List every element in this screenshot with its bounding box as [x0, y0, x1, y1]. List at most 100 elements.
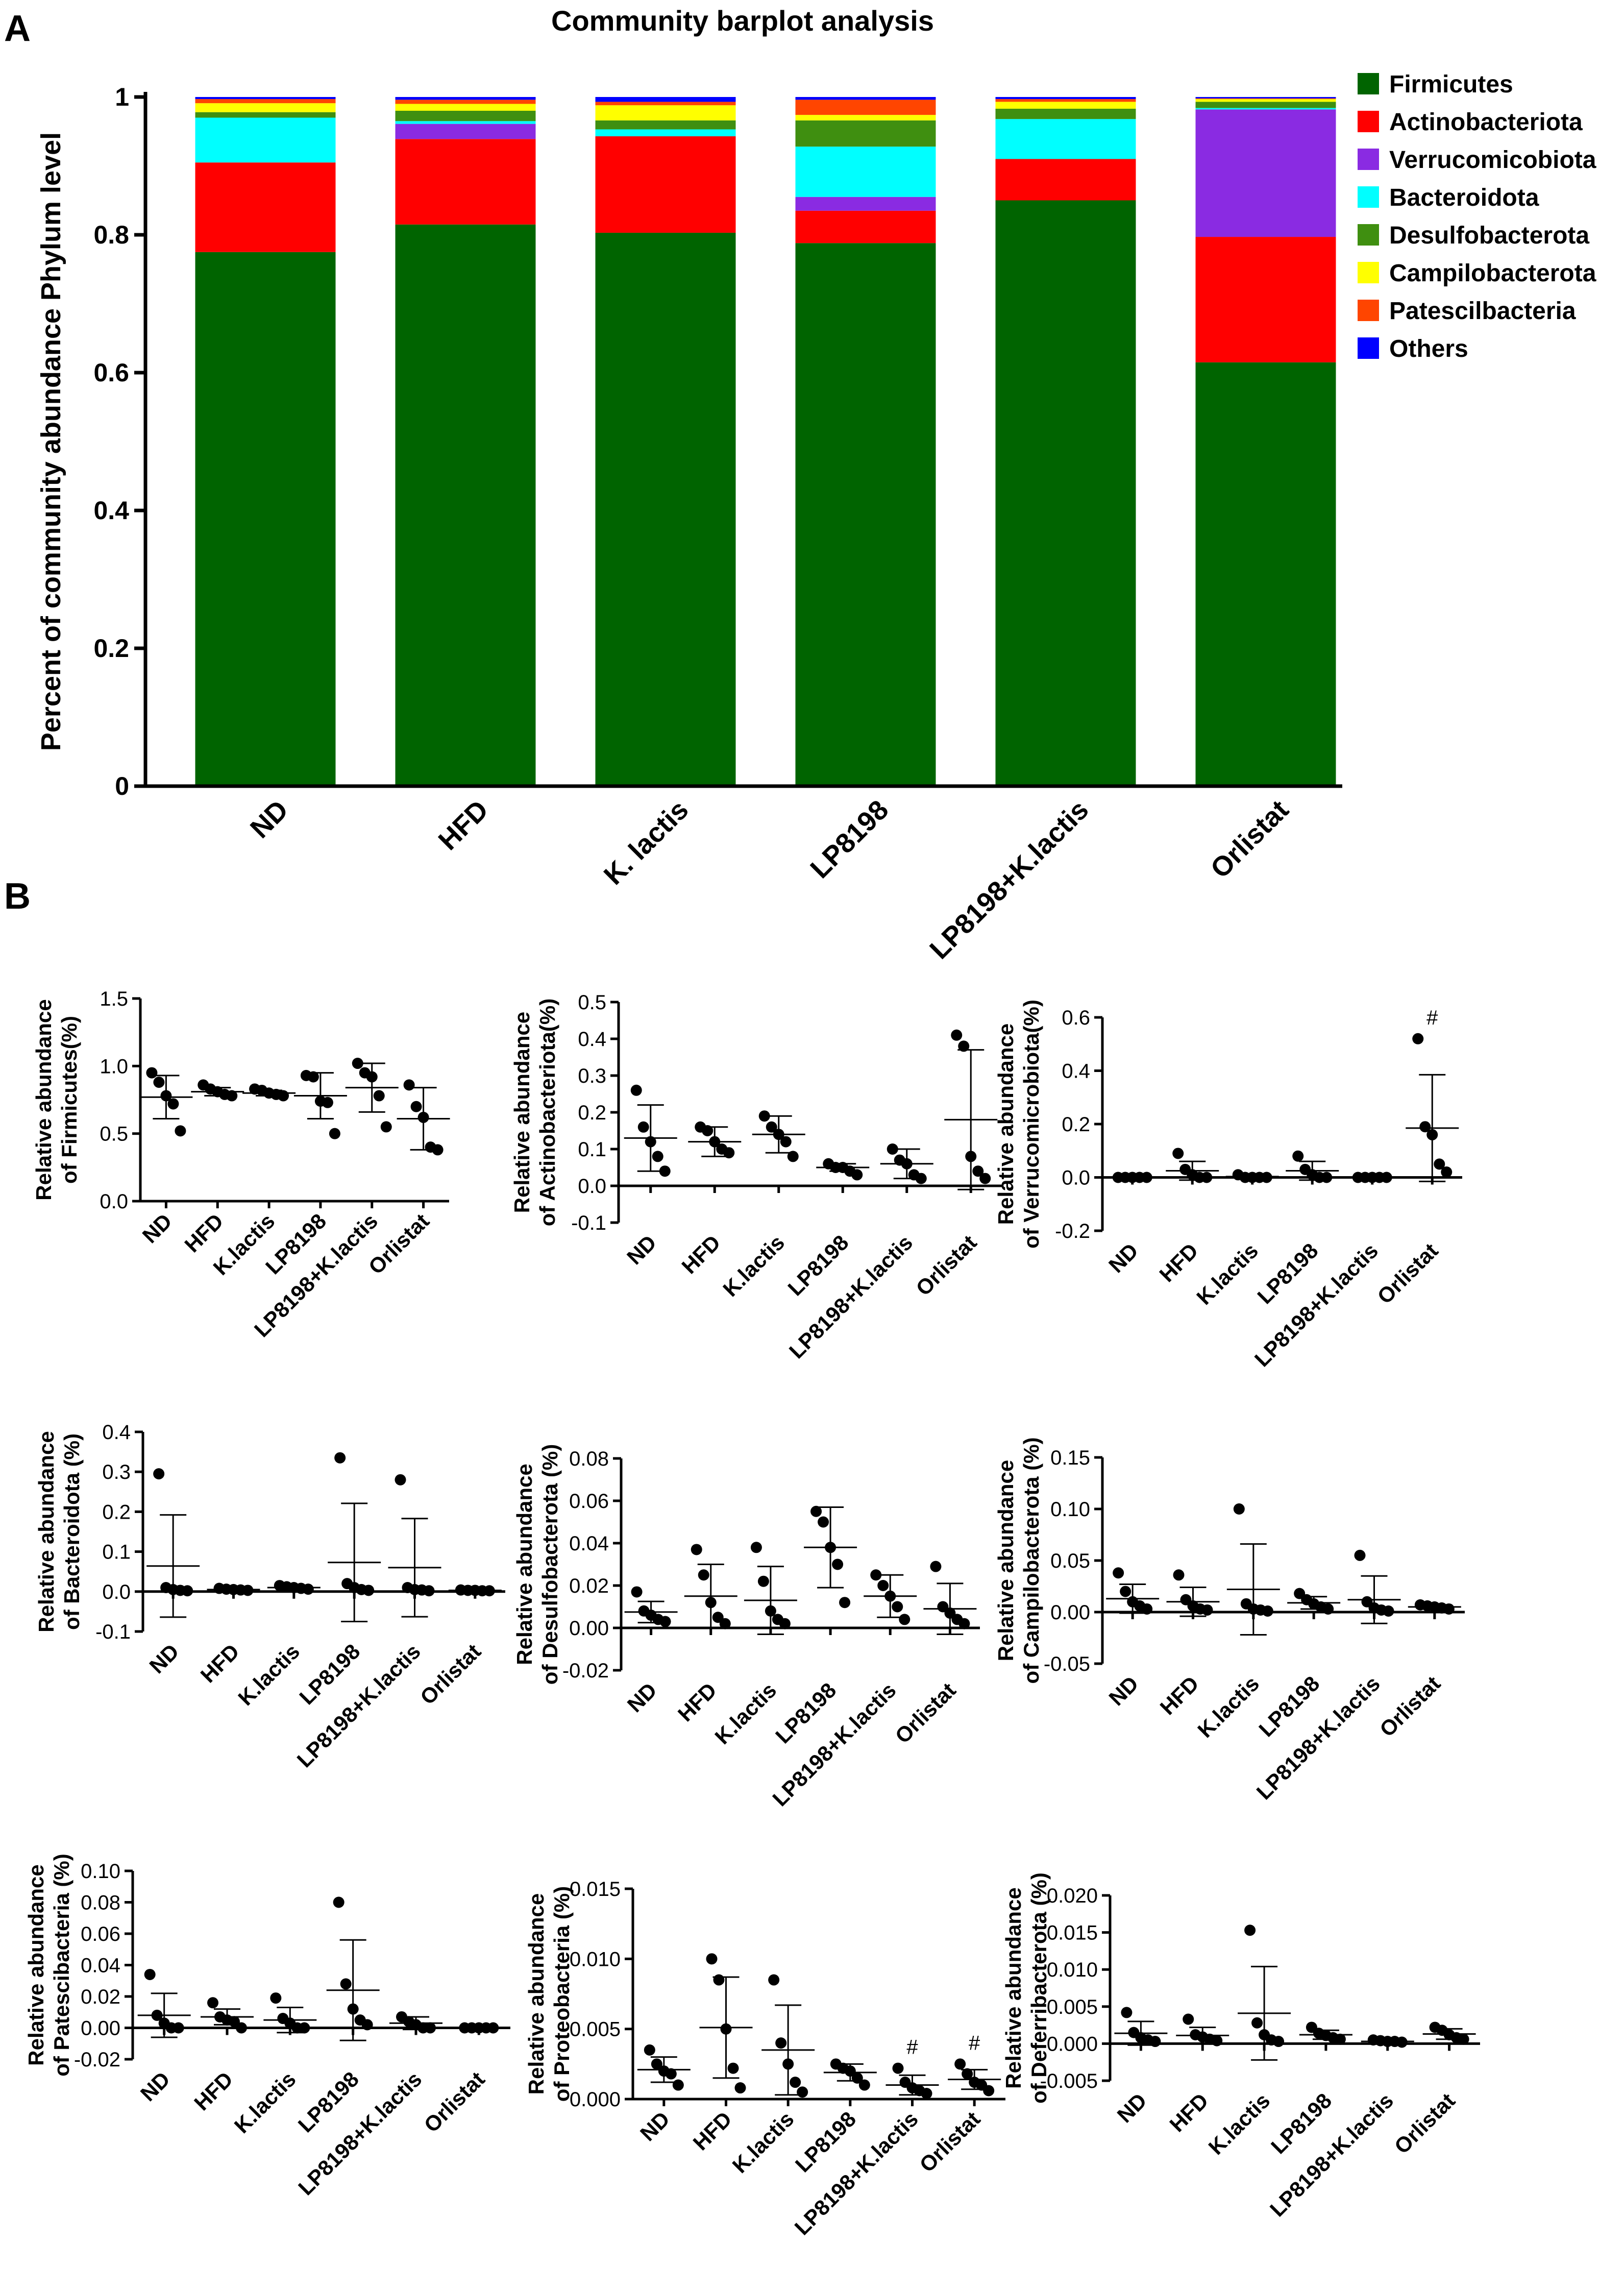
- data-point: [1233, 1503, 1245, 1515]
- data-point: [892, 2062, 904, 2074]
- data-point: [423, 1585, 435, 1597]
- x-tick-label: K.lactis: [1193, 1671, 1264, 1742]
- bar-segment-bacteroidota-3: [795, 147, 936, 197]
- bar-segment-bacteroidota-0: [195, 117, 336, 163]
- data-point: [363, 1585, 375, 1596]
- y-tick-label: 0.1: [578, 1138, 606, 1161]
- data-point: [851, 1169, 863, 1181]
- legend-swatch-verrucomicobiota: [1358, 149, 1379, 170]
- data-point: [702, 1125, 713, 1136]
- data-point: [1412, 1033, 1424, 1044]
- legend-label-others: Others: [1389, 335, 1468, 362]
- y-tick-label: 0.04: [569, 1532, 609, 1555]
- x-tick-label: Orlistat: [1375, 1671, 1445, 1741]
- data-point: [1201, 1604, 1213, 1616]
- data-point: [659, 1165, 671, 1177]
- legend-label-desulfobacterota: Desulfobacterota: [1389, 222, 1589, 249]
- y-tick-label: 0.08: [569, 1448, 609, 1470]
- legend-label-patescilbacteria: Patescilbacteria: [1389, 298, 1576, 325]
- data-point: [691, 1544, 702, 1555]
- data-point: [1251, 2017, 1263, 2029]
- y-tick-label: 0.4: [1062, 1060, 1090, 1083]
- data-point: [954, 2058, 966, 2070]
- bar-segment-patescilbacteria-0: [195, 99, 336, 104]
- data-point: [983, 2085, 995, 2097]
- y-tick-label: 0.8: [93, 221, 129, 249]
- data-point: [951, 1029, 963, 1041]
- data-point: [403, 1079, 415, 1091]
- y-axis-label: of Campilobacterota (%): [1019, 1437, 1043, 1684]
- y-tick-label: 0.00: [1050, 1601, 1090, 1624]
- y-tick-label: 0.010: [1047, 1959, 1098, 1981]
- legend-swatch-patescilbacteria: [1358, 300, 1379, 321]
- y-axis-label: of Verrucomicrobiota(%): [1019, 1000, 1043, 1249]
- data-point: [665, 2068, 677, 2080]
- bar-segment-desulfobacterota-4: [995, 108, 1136, 119]
- data-point: [899, 1614, 911, 1625]
- significance-mark: #: [1426, 1007, 1438, 1029]
- bar-segment-firmicutes-2: [595, 232, 736, 787]
- y-tick-label: 0.04: [81, 1955, 120, 1977]
- data-point: [962, 2068, 973, 2080]
- y-tick-label: 0.06: [569, 1490, 609, 1513]
- y-axis-label: of Proteobacteria (%): [550, 1886, 574, 2102]
- data-point: [832, 1558, 844, 1570]
- x-tick-label: HFD: [189, 2067, 237, 2115]
- data-point: [1354, 1549, 1366, 1561]
- x-tick-label: Orlistat: [891, 1678, 961, 1748]
- bar-segment-bacteroidota-4: [995, 119, 1136, 159]
- data-point: [340, 1978, 352, 1990]
- data-point: [1458, 2033, 1469, 2045]
- data-point: [1434, 1158, 1445, 1170]
- data-point: [870, 1569, 882, 1581]
- data-point: [1273, 2036, 1285, 2048]
- y-tick-label: 0.10: [81, 1860, 120, 1883]
- x-tick-label: Orlistat: [419, 2067, 489, 2137]
- data-point: [410, 1101, 422, 1112]
- y-tick-label: 0.3: [578, 1065, 606, 1087]
- bar-segment-actinobacteriota-0: [195, 162, 336, 252]
- y-tick-label: 0.00: [569, 1617, 609, 1640]
- y-axis-label: Relative abundance: [1001, 1887, 1025, 2088]
- data-point: [659, 1616, 671, 1627]
- y-tick-label: 0.2: [578, 1102, 606, 1124]
- data-point: [373, 1090, 385, 1102]
- data-point: [723, 1147, 735, 1159]
- legend-swatch-firmicutes: [1358, 73, 1379, 94]
- data-point: [758, 1110, 770, 1122]
- x-tick-label: K.lactis: [718, 1230, 789, 1301]
- bar-segment-others-5: [1195, 97, 1336, 99]
- data-point: [182, 1585, 193, 1597]
- x-tick-label: ND: [623, 1678, 661, 1717]
- x-tick-label: ND: [1113, 2088, 1151, 2127]
- data-point: [299, 2022, 310, 2034]
- chart-a-title: Community barplot analysis: [551, 5, 934, 37]
- y-tick-label: 0.5: [578, 991, 606, 1014]
- data-point: [146, 1067, 158, 1079]
- data-point: [1173, 1569, 1185, 1581]
- data-point: [810, 1505, 822, 1517]
- x-tick-label: HFD: [673, 1678, 721, 1726]
- data-point: [780, 1136, 792, 1148]
- y-tick-label: -0.2: [1055, 1220, 1090, 1243]
- bar-segment-campilobacterota-0: [195, 103, 336, 112]
- y-axis-label: of Patescibacteria (%): [50, 1854, 73, 2077]
- x-tick-label: HFD: [1165, 2088, 1213, 2136]
- data-point: [698, 1569, 709, 1581]
- data-point: [779, 1618, 791, 1629]
- y-axis-label: Relative abundance: [34, 1431, 58, 1632]
- data-point: [858, 2079, 870, 2091]
- x-tick-label: ND: [144, 1639, 183, 1678]
- x-tick-label: K.lactis: [728, 2107, 799, 2178]
- data-point: [750, 1542, 762, 1553]
- legend-label-verrucomicobiota: Verrucomicobiota: [1389, 147, 1596, 174]
- x-tick-label: Orlistat: [911, 1230, 981, 1300]
- bar-segment-campilobacterota-4: [995, 102, 1136, 109]
- y-axis-label: of Bacteroidota (%): [60, 1433, 84, 1630]
- y-tick-label: 0.005: [1047, 1996, 1098, 2018]
- data-point: [775, 2037, 787, 2049]
- y-tick-label: -0.02: [562, 1660, 609, 1682]
- x-tick-label: Orlistat: [415, 1639, 485, 1709]
